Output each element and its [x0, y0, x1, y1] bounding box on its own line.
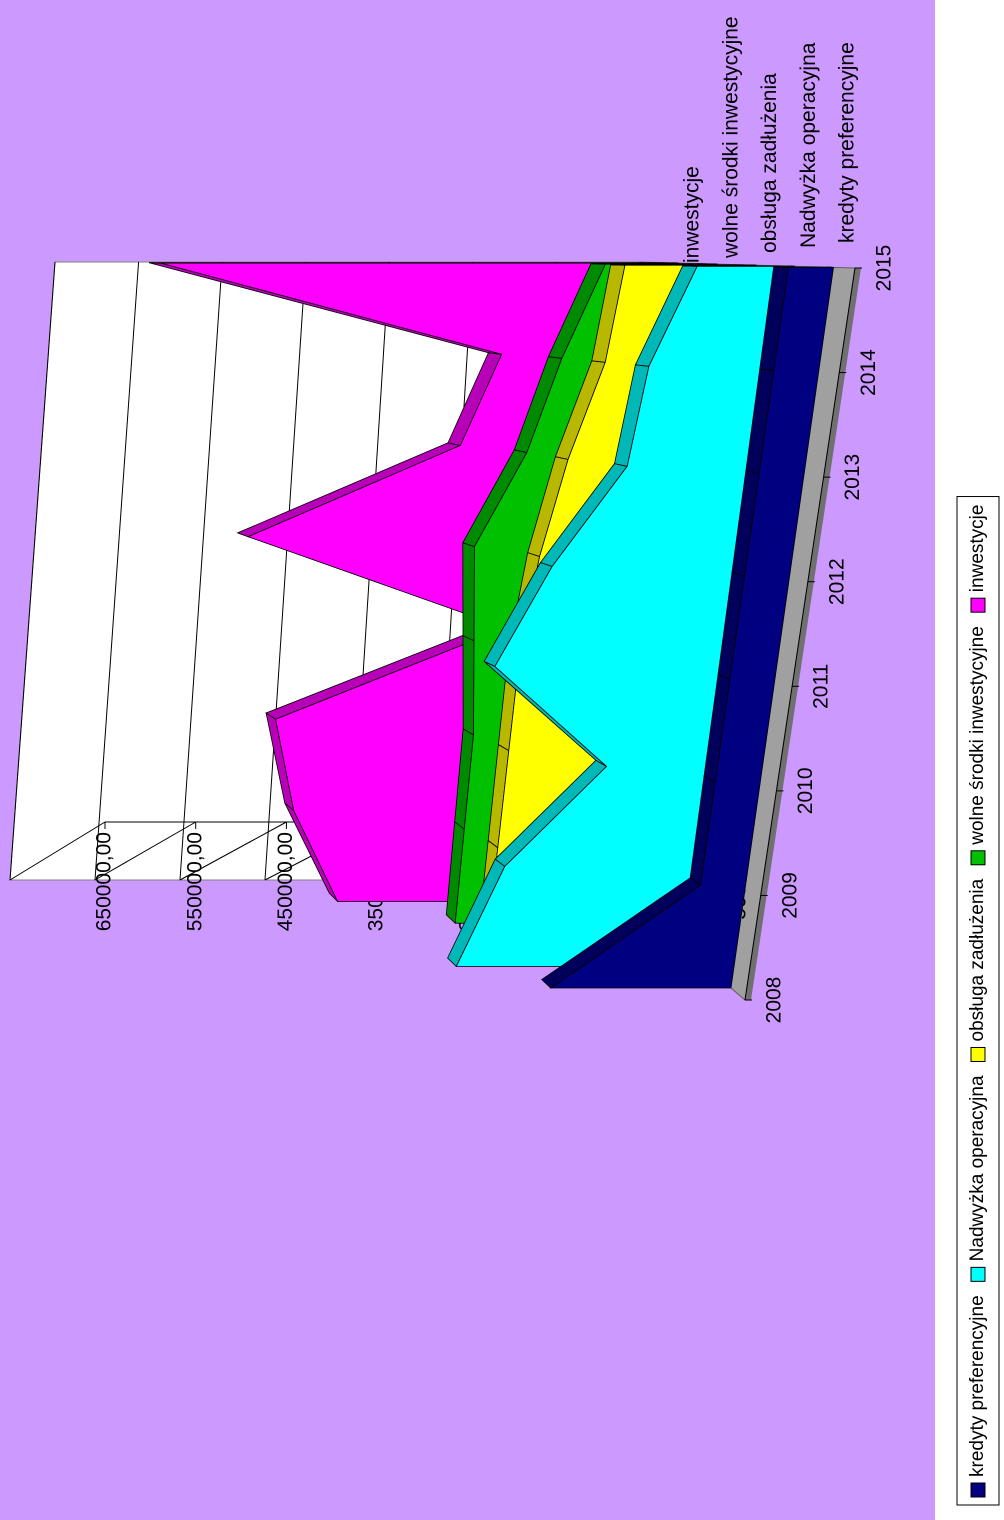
grid-line	[264, 261, 307, 881]
y-tick-label: 450000,00	[274, 832, 297, 931]
y-tick-label: 550000,00	[183, 832, 206, 931]
legend-label: wolne środki inwestycyjne	[967, 626, 988, 846]
legend-label: inwestycje	[967, 505, 988, 593]
series-axis-label: obsługa zadłużenia	[758, 73, 781, 253]
floor-edge	[745, 268, 861, 1000]
ribbon-top	[462, 542, 475, 642]
legend-swatch	[970, 1266, 986, 1282]
series-axis-label: kredyty preferencyjne	[836, 42, 859, 243]
legend-swatch	[970, 1046, 986, 1062]
legend-label: obsługa zadłużenia	[967, 878, 988, 1041]
x-tick-label: 2011	[810, 664, 833, 709]
grid-line	[9, 821, 106, 881]
x-tick-label: 2009	[778, 872, 801, 919]
y-tick-label: 650000,00	[93, 832, 116, 931]
grid-line	[94, 261, 140, 881]
legend-swatch	[970, 597, 986, 613]
legend-label: Nadwyżka operacyjna	[967, 1075, 988, 1261]
series-axis-label: inwestycje	[681, 166, 704, 263]
series-axis-label: wolne środki inwestycyjne	[719, 16, 742, 259]
grid-line	[9, 261, 56, 881]
plot-area: -50000,0050000,00150000,00250000,0035000…	[8, 16, 896, 1024]
legend-swatch	[970, 850, 986, 866]
x-tick-label: 2012	[825, 558, 848, 605]
legend-swatch	[970, 1482, 986, 1498]
area	[549, 266, 834, 989]
legend: kredyty preferencyjne Nadwyżka operacyjna…	[956, 496, 1000, 1506]
ribbon-top	[462, 635, 475, 736]
grid-line	[179, 261, 223, 881]
grid-line	[179, 821, 287, 881]
series-axis-label: Nadwyżka operacyjna	[797, 42, 820, 248]
x-tick-label: 2013	[841, 454, 864, 501]
legend-label: kredyty preferencyjne	[967, 1295, 988, 1477]
x-tick-label: 2015	[873, 245, 896, 292]
x-tick-label: 2014	[857, 349, 880, 396]
grid-line	[94, 821, 196, 881]
category-axis	[744, 267, 856, 1001]
x-tick-label: 2008	[763, 977, 786, 1024]
legend-border	[956, 496, 1000, 1506]
x-tick-label: 2010	[794, 767, 817, 814]
